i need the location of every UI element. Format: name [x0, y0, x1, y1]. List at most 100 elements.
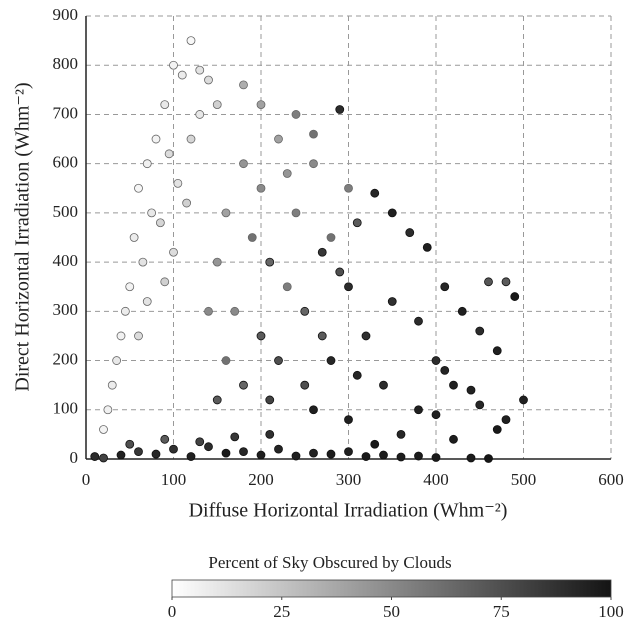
point [405, 228, 415, 237]
point [344, 282, 353, 292]
y-tick-label: 600 [53, 153, 79, 172]
point [204, 306, 213, 316]
point [169, 247, 178, 257]
point [352, 370, 362, 380]
point [457, 306, 467, 316]
point [370, 439, 380, 449]
point [221, 208, 231, 218]
point [169, 444, 178, 454]
point [326, 356, 336, 365]
point [282, 169, 292, 178]
y-tick-label: 0 [70, 448, 79, 467]
point [475, 400, 485, 410]
point [125, 282, 135, 292]
point [182, 198, 192, 208]
point [155, 218, 165, 228]
point [186, 36, 196, 46]
point [169, 60, 178, 70]
y-tick-label: 900 [53, 5, 79, 24]
point [186, 452, 196, 461]
x-axis-label: Diffuse Horizontal Irradiation (Whm⁻²) [189, 500, 508, 522]
point [344, 447, 353, 457]
point [142, 159, 152, 169]
y-tick-label: 300 [53, 300, 79, 319]
point [173, 178, 183, 188]
point [151, 134, 161, 144]
point [475, 326, 485, 336]
point [186, 134, 196, 144]
point [352, 218, 362, 228]
point [129, 233, 139, 242]
point [300, 380, 310, 390]
point [256, 450, 266, 460]
point [134, 331, 143, 341]
point [317, 331, 327, 341]
point [396, 452, 406, 462]
point [344, 415, 353, 425]
colorbar-label: Percent of Sky Obscured by Clouds [208, 553, 451, 572]
point [112, 356, 122, 365]
point [160, 277, 170, 287]
point [134, 447, 143, 457]
point [501, 277, 511, 287]
x-tick-label: 0 [82, 470, 91, 489]
point [195, 65, 205, 75]
point [274, 444, 283, 454]
point [440, 282, 450, 292]
point [256, 331, 266, 341]
point [379, 450, 388, 460]
point [300, 306, 310, 316]
point [138, 257, 148, 267]
point [422, 242, 432, 252]
point [414, 451, 423, 461]
x-tick-label: 400 [423, 470, 449, 489]
point [344, 183, 353, 193]
y-tick-label: 200 [53, 349, 79, 368]
point [274, 356, 283, 365]
point [396, 429, 406, 439]
point [212, 257, 222, 267]
point [221, 448, 231, 458]
point [99, 453, 108, 463]
point [449, 434, 458, 444]
point [221, 356, 231, 365]
point [256, 100, 266, 109]
point [195, 437, 205, 447]
point [440, 365, 450, 375]
point [239, 159, 248, 169]
point [204, 75, 213, 85]
point [151, 449, 161, 459]
point [484, 454, 493, 463]
point [510, 292, 520, 301]
point [256, 183, 266, 193]
x-tick-label: 300 [336, 470, 362, 489]
x-tick-label: 600 [598, 470, 624, 489]
point [164, 149, 174, 159]
colorbar-tick-label: 50 [383, 602, 400, 621]
point [120, 306, 130, 316]
point [379, 380, 388, 390]
point [361, 331, 371, 341]
point [309, 159, 318, 169]
point [160, 434, 170, 444]
y-tick-label: 800 [53, 54, 79, 73]
point [387, 208, 397, 218]
point [449, 380, 458, 390]
point [484, 277, 493, 287]
point [116, 450, 126, 460]
point [265, 429, 275, 439]
x-tick-label: 100 [161, 470, 187, 489]
point [466, 453, 476, 463]
point [361, 452, 371, 461]
point [492, 425, 502, 434]
point [291, 110, 301, 119]
point [282, 282, 292, 292]
colorbar [171, 579, 612, 598]
point [291, 208, 301, 218]
point [370, 188, 380, 198]
point [160, 100, 170, 109]
colorbar-tick-label: 75 [493, 602, 510, 621]
point [326, 449, 336, 459]
point [309, 448, 318, 458]
point [326, 233, 336, 242]
